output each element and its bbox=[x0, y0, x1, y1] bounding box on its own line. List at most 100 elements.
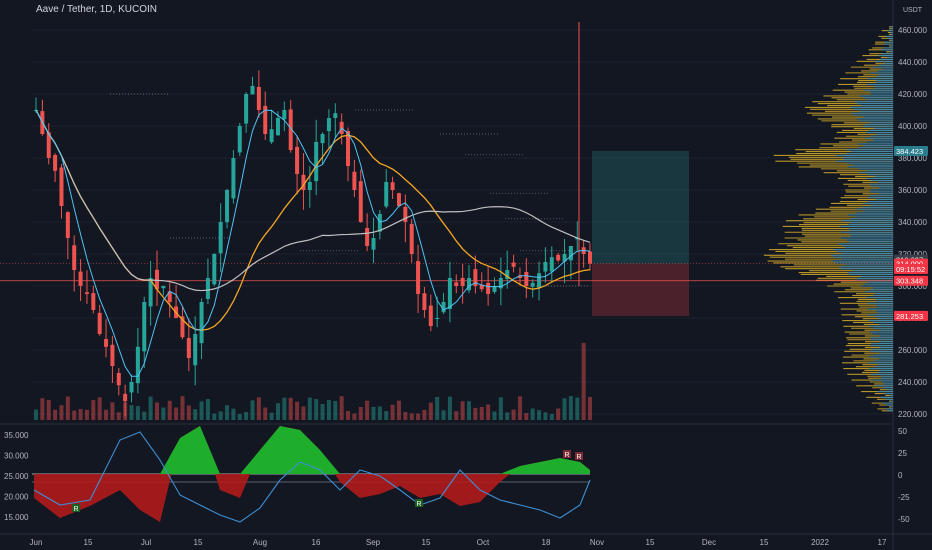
volume-bar bbox=[97, 397, 102, 420]
candle-body bbox=[84, 292, 89, 294]
candle-body bbox=[365, 228, 370, 246]
volume-bar bbox=[142, 411, 147, 420]
volume-bar bbox=[467, 401, 472, 420]
candle-body bbox=[314, 142, 319, 182]
volume-bar bbox=[91, 400, 96, 420]
signal-marker bbox=[415, 499, 423, 507]
candle-body bbox=[231, 158, 236, 199]
volume-bar bbox=[447, 396, 452, 420]
volume-bar bbox=[581, 342, 586, 420]
candle-body bbox=[358, 181, 363, 222]
osc-signal-line bbox=[33, 431, 591, 523]
volume-bar bbox=[161, 407, 166, 420]
signal-marker bbox=[575, 452, 583, 460]
take-profit-zone bbox=[592, 150, 689, 264]
stop-loss-zone bbox=[592, 263, 689, 316]
volume-bar bbox=[479, 406, 484, 420]
time-tick-label: 15 bbox=[646, 538, 655, 547]
volume-bar bbox=[556, 408, 561, 420]
volume-bar bbox=[346, 410, 351, 420]
volume-bar bbox=[263, 407, 268, 420]
price-tick-label: 240.000 bbox=[898, 378, 927, 387]
volume-bar bbox=[40, 398, 45, 420]
price-tick-label: 400.000 bbox=[898, 122, 927, 131]
candle-body bbox=[288, 109, 293, 150]
candle-body bbox=[530, 282, 535, 287]
candle-body bbox=[473, 269, 478, 286]
candle-body bbox=[212, 254, 217, 285]
volume-bar bbox=[390, 404, 395, 420]
candle-body bbox=[562, 254, 567, 262]
price-tick-label: 360.000 bbox=[898, 186, 927, 195]
candle-body bbox=[511, 262, 516, 267]
candle-body bbox=[295, 146, 300, 174]
volume-bar bbox=[218, 411, 223, 420]
volume-bar bbox=[237, 413, 242, 420]
candle-body bbox=[193, 334, 198, 366]
candle-body bbox=[218, 222, 223, 254]
candle-body bbox=[256, 86, 261, 110]
volume-bar bbox=[307, 397, 312, 420]
volume-bar bbox=[498, 397, 503, 420]
volume-bar bbox=[275, 403, 280, 420]
candle-body bbox=[460, 277, 465, 286]
candle-body bbox=[116, 372, 121, 386]
candle-body bbox=[97, 312, 102, 334]
time-tick-label: 15 bbox=[84, 538, 93, 547]
candle-body bbox=[390, 182, 395, 190]
volume-bar bbox=[511, 409, 516, 420]
candle-body bbox=[307, 182, 312, 191]
candle-body bbox=[269, 129, 274, 143]
price-tick-label: 260.000 bbox=[898, 346, 927, 355]
candle-body bbox=[422, 293, 427, 310]
volume-bar bbox=[205, 399, 210, 420]
osc-left-tick: 35.000 bbox=[4, 431, 29, 440]
candle-body bbox=[53, 154, 58, 171]
volume-bar bbox=[333, 401, 338, 420]
time-tick-label: Dec bbox=[702, 538, 716, 547]
volume-bar bbox=[371, 406, 376, 420]
price-badge bbox=[894, 275, 928, 286]
volume-bar bbox=[129, 405, 134, 420]
volume-bar bbox=[486, 404, 491, 420]
osc-right-tick: 25 bbox=[898, 449, 907, 458]
candle-body bbox=[110, 344, 115, 366]
time-tick-label: Oct bbox=[477, 538, 490, 547]
candle-body bbox=[416, 261, 421, 294]
volume-bar bbox=[72, 410, 77, 420]
price-badge bbox=[894, 310, 928, 321]
candle-body bbox=[148, 278, 153, 307]
signal-marker bbox=[563, 450, 571, 458]
osc-left-tick: 20.000 bbox=[4, 493, 29, 502]
osc-right-tick: 50 bbox=[898, 427, 907, 436]
candle-body bbox=[537, 273, 542, 288]
volume-bar bbox=[154, 402, 159, 420]
candle-body bbox=[65, 212, 70, 238]
volume-bar bbox=[352, 413, 357, 420]
volume-bar bbox=[517, 396, 522, 420]
volume-bar bbox=[492, 411, 497, 420]
candle-body bbox=[454, 282, 459, 286]
osc-right-tick: -25 bbox=[898, 493, 910, 502]
candle-body bbox=[326, 118, 331, 132]
candle-body bbox=[199, 302, 204, 344]
candle-body bbox=[186, 338, 191, 358]
volume-bar bbox=[568, 396, 573, 420]
volume-bar bbox=[339, 396, 344, 420]
volume-bar bbox=[288, 397, 293, 420]
volume-bar bbox=[562, 398, 567, 420]
candle-body bbox=[479, 284, 484, 290]
symbol-title: Aave / Tether, 1D, KUCOIN bbox=[36, 4, 157, 15]
volume-bar bbox=[282, 397, 287, 420]
volume-bar bbox=[365, 400, 370, 420]
volume-bar bbox=[441, 410, 446, 420]
volume-bar bbox=[295, 401, 300, 420]
candle-body bbox=[524, 271, 529, 286]
osc-left-tick: 25.000 bbox=[4, 472, 29, 481]
volume-bar bbox=[301, 406, 306, 420]
time-tick-label: 18 bbox=[542, 538, 551, 547]
volume-bar bbox=[396, 400, 401, 420]
candle-body bbox=[123, 393, 128, 402]
volume-bar bbox=[524, 413, 529, 420]
